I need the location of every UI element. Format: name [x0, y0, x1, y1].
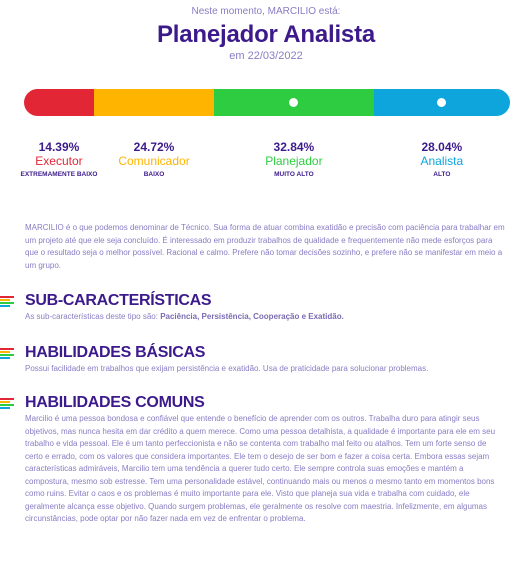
section-title: SUB-CARACTERÍSTICAS — [25, 292, 212, 309]
list-icon — [0, 347, 14, 360]
list-icon — [0, 397, 14, 410]
header-subtitle: Neste momento, MARCILIO está: — [191, 6, 341, 17]
stat-level: MUITO ALTO — [274, 171, 314, 178]
profile-bar — [24, 89, 510, 116]
stat-comunicador: 24.72% Comunicador BAIXO — [104, 140, 204, 179]
position-marker-icon — [437, 98, 447, 107]
list-icon — [0, 295, 14, 308]
stat-level: BAIXO — [143, 171, 165, 178]
stat-planejador: 32.84% Planejador MUITO ALTO — [244, 140, 344, 179]
stat-name: Analista — [420, 154, 464, 168]
section-title: HABILIDADES BÁSICAS — [25, 344, 206, 361]
stat-percent: 14.39% — [38, 140, 80, 154]
stat-executor: 14.39% Executor EXTREMAMENTE BAIXO — [9, 140, 109, 179]
stat-level: ALTO — [433, 171, 451, 178]
stat-percent: 28.04% — [421, 140, 463, 154]
report-header: Neste momento, MARCILIO está: Planejador… — [0, 6, 532, 62]
section-text: As sub-características deste tipo são: P… — [25, 311, 505, 324]
section-sub-caracteristicas: SUB-CARACTERÍSTICAS As sub-característic… — [0, 291, 532, 324]
stat-percent: 24.72% — [133, 140, 175, 154]
section-text: Marcilio é uma pessoa bondosa e confiáve… — [25, 414, 496, 523]
bar-segment-analista — [373, 89, 510, 116]
position-marker-icon — [289, 98, 299, 107]
section-habilidades-basicas: HABILIDADES BÁSICAS Possui facilidade em… — [0, 343, 532, 376]
sub-intro: As sub-características deste tipo são: — [25, 312, 158, 321]
profile-stats: 14.39% Executor EXTREMAMENTE BAIXO 24.72… — [21, 140, 510, 200]
sub-items: Paciência, Persistência, Cooperação e Ex… — [160, 312, 344, 321]
bar-segment-planejador — [214, 89, 374, 116]
report-date: em 22/03/2022 — [229, 50, 303, 62]
stat-name: Comunicador — [118, 154, 190, 168]
section-title: HABILIDADES COMUNS — [25, 394, 205, 411]
bar-segment-comunicador — [93, 89, 215, 116]
bar-segment-executor — [24, 89, 94, 116]
stat-name: Executor — [35, 154, 83, 168]
section-habilidades-comuns: HABILIDADES COMUNS Marcilio é uma pessoa… — [0, 393, 532, 526]
stat-analista: 28.04% Analista ALTO — [392, 140, 492, 179]
stat-level: EXTREMAMENTE BAIXO — [20, 171, 98, 178]
profile-description: MARCILIO é o que podemos denominar de Té… — [25, 223, 505, 270]
stat-name: Planejador — [265, 154, 323, 168]
profile-title: Planejador Analista — [156, 21, 376, 48]
stat-percent: 32.84% — [273, 140, 315, 154]
section-text: Possui facilidade em trabalhos que exija… — [25, 364, 429, 373]
